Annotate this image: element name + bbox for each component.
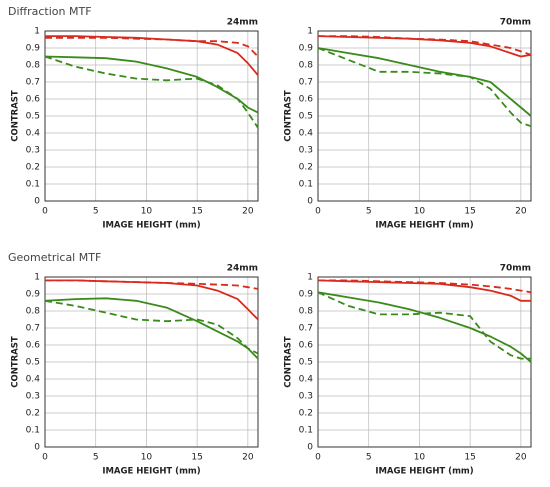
y-tick-label: 0.9 [26,290,41,300]
x-tick-label: 15 [191,207,202,217]
y-axis-label: CONTRAST [11,90,21,142]
x-tick-label: 0 [315,207,321,217]
mtf-line [318,35,532,56]
x-tick-label: 15 [464,453,475,463]
y-tick-label: 0.6 [299,95,314,105]
y-tick-label: 0.1 [26,180,40,190]
y-tick-label: 0.6 [26,341,41,351]
y-tick-label: 0.3 [299,392,313,402]
y-tick-label: 0.5 [299,358,313,368]
x-tick-label: 20 [515,453,527,463]
mtf-line [44,299,259,355]
x-tick-label: 20 [515,207,527,217]
section-heading: Geometrical MTF [8,251,101,264]
y-tick-label: 0.3 [299,146,313,156]
y-tick-label: 0.2 [299,163,313,173]
x-axis-label: IMAGE HEIGHT (mm) [375,221,473,231]
x-tick-label: 10 [141,453,153,463]
y-tick-label: 0.1 [299,426,313,436]
x-tick-label: 5 [93,207,99,217]
x-tick-label: 5 [93,453,99,463]
x-tick-label: 5 [366,207,372,217]
x-axis-label: IMAGE HEIGHT (mm) [102,467,200,477]
y-tick-label: 0.8 [299,61,314,71]
y-tick-label: 0.9 [299,290,314,300]
y-axis-label: CONTRAST [11,336,21,388]
y-tick-label: 0.7 [26,78,40,88]
mtf-line [44,297,259,360]
mtf-line [44,55,259,114]
chart-title: 24mm [227,264,258,274]
y-tick-label: 1 [34,27,40,37]
y-tick-label: 0.2 [26,409,40,419]
mtf-line [44,55,259,129]
y-tick-label: 0.3 [26,146,40,156]
x-tick-label: 15 [464,207,475,217]
y-tick-label: 0 [307,443,313,453]
y-tick-label: 0.7 [299,78,313,88]
mtf-line [45,36,259,58]
x-tick-label: 5 [366,453,372,463]
y-tick-label: 0.9 [299,44,314,54]
y-tick-label: 0.1 [299,180,313,190]
y-axis-label: CONTRAST [284,90,294,142]
y-tick-label: 0.8 [26,61,41,71]
y-tick-label: 1 [34,273,40,283]
x-tick-label: 20 [242,207,254,217]
y-tick-label: 1 [307,273,313,283]
plot-frame [44,30,259,202]
y-tick-label: 0.3 [26,392,40,402]
y-tick-label: 0.8 [26,307,41,317]
x-tick-label: 0 [42,207,48,217]
mtf-line [317,291,532,363]
y-tick-label: 0.6 [299,341,314,351]
y-tick-label: 0 [34,197,40,207]
y-tick-label: 0.4 [299,375,314,385]
y-tick-label: 0.8 [299,307,314,317]
y-tick-label: 0.2 [26,163,40,173]
section-heading: Diffraction MTF [8,5,92,18]
plot-frame [44,276,259,448]
x-tick-label: 10 [414,207,426,217]
y-tick-label: 0.4 [26,375,41,385]
x-axis-label: IMAGE HEIGHT (mm) [375,467,473,477]
x-tick-label: 10 [414,453,426,463]
y-tick-label: 0.4 [299,129,314,139]
y-tick-label: 0.5 [299,112,313,122]
x-tick-label: 0 [42,453,48,463]
y-tick-label: 0.6 [26,95,41,105]
y-tick-label: 1 [307,27,313,37]
x-axis-label: IMAGE HEIGHT (mm) [102,221,200,231]
y-tick-label: 0.7 [26,324,40,334]
x-tick-label: 20 [242,453,254,463]
y-tick-label: 0.4 [26,129,41,139]
y-axis-label: CONTRAST [284,336,294,388]
y-tick-label: 0.1 [26,426,40,436]
y-tick-label: 0.7 [299,324,313,334]
x-tick-label: 10 [141,207,153,217]
y-tick-label: 0 [34,443,40,453]
chart-title: 70mm [500,264,531,274]
x-tick-label: 0 [315,453,321,463]
y-tick-label: 0.5 [26,112,40,122]
mtf-line [317,291,531,360]
chart-title: 70mm [500,18,531,28]
y-tick-label: 0.5 [26,358,40,368]
mtf-line [318,279,532,294]
mtf-line [45,279,259,290]
y-tick-label: 0.2 [299,409,313,419]
mtf-line [317,47,532,117]
y-tick-label: 0.9 [26,44,41,54]
y-tick-label: 0 [307,197,313,207]
chart-title: 24mm [227,18,258,28]
mtf-line [317,47,532,128]
x-tick-label: 15 [191,453,202,463]
